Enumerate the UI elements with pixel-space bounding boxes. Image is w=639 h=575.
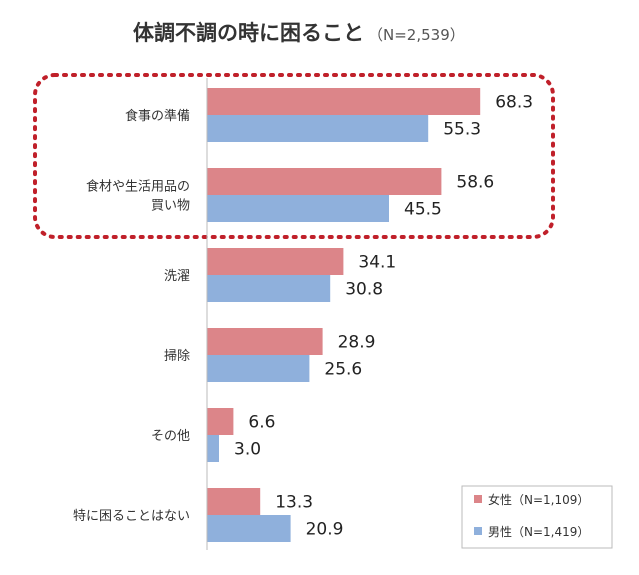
value-label-male-4: 3.0: [234, 440, 261, 460]
legend-label-female: 女性（N=1,109）: [488, 492, 589, 507]
legend-swatch-female: [474, 495, 482, 503]
bar-female-4: [207, 408, 234, 435]
value-label-male-3: 25.6: [324, 360, 362, 380]
value-label-female-3: 28.9: [338, 333, 376, 353]
value-label-female-2: 34.1: [358, 253, 396, 273]
bar-male-2: [207, 275, 331, 302]
value-label-male-2: 30.8: [345, 280, 383, 300]
value-label-female-1: 58.6: [456, 173, 494, 193]
bar-male-0: [207, 115, 429, 142]
category-label-1: 買い物: [151, 199, 190, 214]
chart-title: 体調不調の時に困ること （N=2,539）: [133, 21, 465, 45]
value-label-female-4: 6.6: [248, 413, 275, 433]
value-label-male-1: 45.5: [404, 200, 442, 220]
bar-male-4: [207, 435, 219, 462]
bar-female-3: [207, 328, 323, 355]
highlight-box: [33, 73, 555, 239]
bar-female-0: [207, 88, 481, 115]
bar-male-3: [207, 355, 310, 382]
bar-male-1: [207, 195, 389, 222]
value-label-female-5: 13.3: [275, 493, 313, 513]
legend-box: [461, 485, 613, 549]
bar-male-5: [207, 515, 291, 542]
category-label-3: 掃除: [164, 348, 190, 364]
category-label-2: 洗濯: [164, 269, 190, 284]
legend-label-male: 男性（N=1,419）: [488, 525, 589, 539]
bar-female-2: [207, 248, 344, 275]
legend-swatch-male: [474, 527, 482, 535]
category-label-4: その他: [151, 429, 190, 444]
bar-group: 68.3 55.3 58.6 45.5 34.1 30.8 28.9 25.6 6.6 3.0 13…: [207, 88, 533, 542]
bar-female-1: [207, 168, 442, 195]
category-label-5: 特に困ることはない: [73, 509, 190, 524]
value-label-male-0: 55.3: [443, 120, 481, 140]
bar-female-5: [207, 488, 261, 515]
value-label-female-0: 68.3: [495, 93, 533, 113]
category-label-0: 食事の準備: [125, 108, 190, 124]
legend: 女性（N=1,109） 男性（N=1,419）: [461, 485, 613, 549]
value-label-male-5: 20.9: [306, 520, 344, 540]
category-label-1: 食材や生活用品の: [86, 179, 190, 195]
